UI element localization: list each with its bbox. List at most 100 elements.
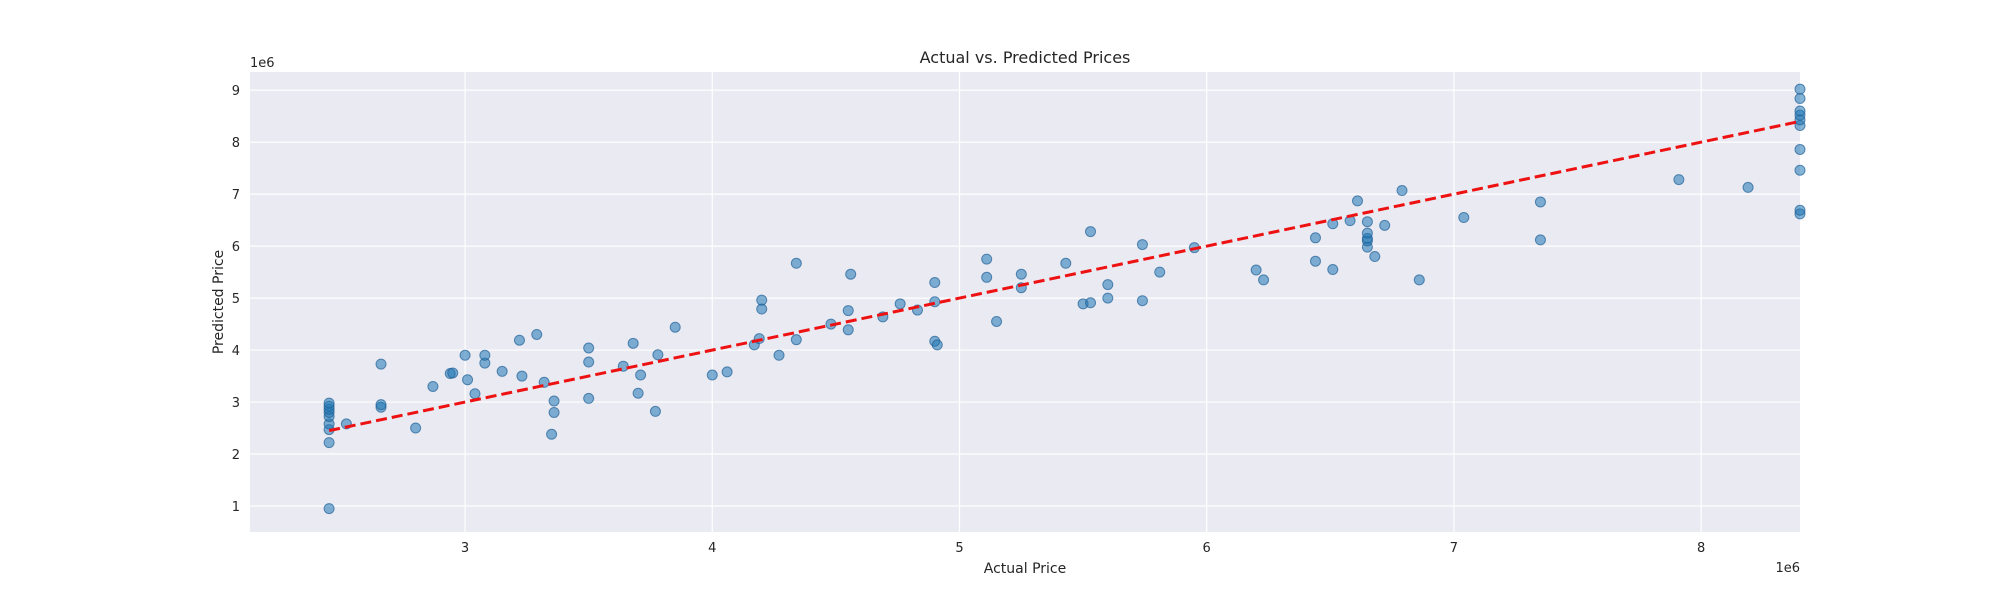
scatter-point bbox=[635, 369, 647, 381]
scatter-point bbox=[1742, 181, 1754, 193]
y-tick-label: 8 bbox=[232, 136, 240, 151]
scatter-point bbox=[375, 358, 387, 370]
x-tick-label: 6 bbox=[1203, 541, 1211, 556]
scatter-point bbox=[1309, 255, 1321, 267]
plot-area bbox=[250, 72, 1800, 532]
scatter-point bbox=[583, 392, 595, 404]
scatter-point bbox=[1102, 292, 1114, 304]
scatter-point bbox=[649, 405, 661, 417]
scatter-point bbox=[531, 328, 543, 340]
scatter-point bbox=[323, 437, 335, 449]
scatter-point bbox=[1015, 268, 1027, 280]
y-tick-label: 9 bbox=[232, 84, 240, 99]
scatter-point bbox=[842, 324, 854, 336]
scatter-point bbox=[1794, 164, 1806, 176]
scatter-point bbox=[627, 337, 639, 349]
scatter-point bbox=[1379, 219, 1391, 231]
scatter-point bbox=[1136, 295, 1148, 307]
scatter-point bbox=[1060, 257, 1072, 269]
scatter-point bbox=[1673, 174, 1685, 186]
y-tick-label: 4 bbox=[232, 344, 240, 359]
scatter-point bbox=[790, 257, 802, 269]
scatter-point bbox=[375, 399, 387, 411]
scatter-point bbox=[991, 315, 1003, 327]
scatter-point bbox=[469, 388, 481, 400]
scatter-point bbox=[1361, 216, 1373, 228]
fit-line-layer bbox=[328, 119, 1801, 433]
scatter-point bbox=[462, 374, 474, 386]
x-tick-label: 4 bbox=[708, 541, 716, 556]
scatter-point bbox=[1794, 105, 1806, 117]
scatter-point bbox=[1136, 239, 1148, 251]
scatter-point bbox=[756, 294, 768, 306]
scatter-point bbox=[1154, 266, 1166, 278]
scatter-point bbox=[669, 321, 681, 333]
y-tick-label: 1 bbox=[232, 500, 240, 515]
scatter-point bbox=[1085, 297, 1097, 309]
scatter-point bbox=[929, 277, 941, 289]
scatter-point bbox=[1534, 234, 1546, 246]
scatter-point bbox=[516, 370, 528, 382]
scatter-point bbox=[1351, 195, 1363, 207]
scatter-point bbox=[1102, 279, 1114, 291]
y-axis-label: Predicted Price bbox=[211, 250, 227, 354]
scatter-point bbox=[981, 271, 993, 283]
y-axis-offset-label: 1e6 bbox=[250, 56, 275, 71]
y-tick-label: 3 bbox=[232, 396, 240, 411]
scatter-point bbox=[1794, 83, 1806, 95]
scatter-point bbox=[1794, 143, 1806, 155]
scatter-point bbox=[1085, 226, 1097, 238]
scatter-point bbox=[632, 387, 644, 399]
scatter-point bbox=[479, 349, 491, 361]
scatter-point bbox=[1327, 264, 1339, 276]
x-tick-label: 3 bbox=[461, 541, 469, 556]
scatter-point bbox=[894, 298, 906, 310]
scatter-point bbox=[773, 349, 785, 361]
x-tick-label: 8 bbox=[1697, 541, 1705, 556]
scatter-point bbox=[548, 395, 560, 407]
scatter-point bbox=[1534, 196, 1546, 208]
y-tick-label: 6 bbox=[232, 240, 240, 255]
scatter-point bbox=[513, 334, 525, 346]
y-tick-label: 5 bbox=[232, 292, 240, 307]
scatter-point bbox=[1258, 274, 1270, 286]
scatter-point bbox=[981, 253, 993, 265]
scatter-point bbox=[1309, 232, 1321, 244]
scatter-point bbox=[1396, 185, 1408, 197]
scatter-point bbox=[583, 342, 595, 354]
fit-line bbox=[328, 119, 1801, 433]
scatter-point bbox=[459, 349, 471, 361]
tick-labels: 3 4 5 6 7 8 1 2 3 4 5 6 7 8 9 bbox=[232, 84, 1706, 556]
scatter-point bbox=[1413, 274, 1425, 286]
scatter-point bbox=[546, 428, 558, 440]
scatter-point bbox=[1794, 93, 1806, 105]
scatter-point bbox=[323, 397, 335, 409]
scatter-point bbox=[706, 369, 718, 381]
scatter-point bbox=[842, 305, 854, 317]
x-tick-label: 7 bbox=[1450, 541, 1458, 556]
scatter-point bbox=[790, 334, 802, 346]
x-tick-label: 5 bbox=[955, 541, 963, 556]
scatter-point bbox=[931, 339, 943, 351]
scatter-point bbox=[1250, 264, 1262, 276]
scatter-point bbox=[427, 380, 439, 392]
scatter-point bbox=[548, 406, 560, 418]
scatter-point bbox=[1458, 212, 1470, 224]
scatter-point bbox=[721, 366, 733, 378]
scatter-point bbox=[845, 268, 857, 280]
scatter-point bbox=[1794, 204, 1806, 216]
scatter-point bbox=[496, 365, 508, 377]
scatter-point bbox=[447, 367, 459, 379]
grid bbox=[250, 72, 1800, 532]
scatter-point bbox=[1369, 251, 1381, 263]
x-axis-label: Actual Price bbox=[984, 561, 1066, 577]
scatter-point bbox=[410, 422, 422, 434]
y-tick-label: 2 bbox=[232, 448, 240, 463]
scatter-point bbox=[583, 356, 595, 368]
x-axis-offset-label: 1e6 bbox=[1775, 561, 1800, 576]
y-tick-label: 7 bbox=[232, 188, 240, 203]
scatter-point bbox=[1361, 227, 1373, 239]
chart-title: Actual vs. Predicted Prices bbox=[920, 48, 1131, 67]
scatter-point bbox=[323, 503, 335, 515]
scatter-point bbox=[652, 349, 664, 361]
